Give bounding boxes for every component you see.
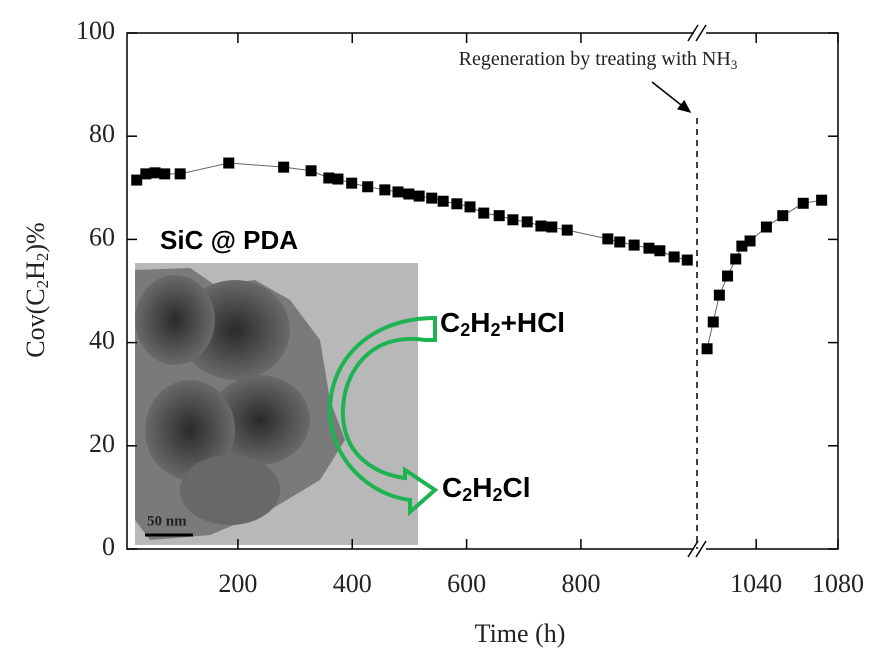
data-point — [451, 198, 463, 210]
text-part: H — [472, 472, 492, 503]
text-part: C — [442, 472, 462, 503]
x-tick-label: 1080 — [812, 569, 864, 598]
data-point — [305, 165, 317, 177]
data-point — [464, 201, 476, 213]
data-point — [507, 214, 519, 226]
data-point — [403, 188, 415, 200]
data-point — [392, 186, 404, 198]
y-tick-label: 40 — [89, 326, 115, 355]
y-tick-label: 20 — [89, 429, 115, 458]
data-point — [744, 235, 756, 247]
scale-bar-label: 50 nm — [147, 513, 187, 529]
text-part: C — [440, 307, 460, 338]
text-part: Cov(C — [21, 288, 50, 357]
data-point — [323, 172, 335, 184]
data-point — [346, 177, 358, 189]
data-point — [521, 216, 533, 228]
product-label: C2H2Cl — [442, 472, 531, 504]
data-point — [736, 240, 748, 252]
text-part: H — [470, 307, 490, 338]
subscript: 2 — [33, 280, 52, 289]
data-point — [149, 167, 161, 179]
axes-frame — [126, 24, 839, 558]
data-point — [426, 192, 438, 204]
data-point — [713, 289, 725, 301]
data-point — [332, 173, 344, 185]
data-point — [131, 174, 143, 186]
data-point — [707, 316, 719, 328]
data-point — [701, 343, 713, 355]
y-axis-label: Cov(C2H2)% — [21, 222, 52, 357]
data-point — [730, 253, 742, 265]
data-point — [413, 190, 425, 202]
x-tick-label: 800 — [561, 569, 600, 598]
tem-image — [135, 263, 418, 545]
data-point — [437, 195, 449, 207]
connecting-line — [136, 162, 688, 261]
data-point — [628, 239, 640, 251]
x-tick-label: 400 — [333, 569, 372, 598]
data-point — [654, 245, 666, 257]
text-part: Regeneration by treating with NH — [459, 48, 731, 70]
data-point — [602, 233, 614, 245]
data-point — [643, 242, 655, 254]
data-point — [535, 220, 547, 232]
subscript: 2 — [490, 320, 500, 340]
text-part: )% — [21, 222, 50, 252]
data-point — [493, 210, 505, 222]
text-part: H — [21, 261, 50, 280]
inset-title: SiC @ PDA — [160, 225, 298, 255]
subscript: 2 — [492, 485, 502, 505]
data-point — [379, 184, 391, 196]
subscript: 2 — [33, 253, 52, 262]
data-point — [546, 221, 558, 233]
data-point — [797, 197, 809, 209]
data-point — [681, 254, 693, 266]
reactant-label: C2H2+HCl — [440, 307, 565, 339]
text-part: +HCl — [501, 307, 566, 338]
data-point — [478, 207, 490, 219]
data-point — [777, 210, 789, 222]
x-tick-label: 1040 — [730, 569, 782, 598]
y-tick-label: 60 — [89, 222, 115, 251]
x-tick-label: 600 — [447, 569, 486, 598]
data-point — [561, 224, 573, 236]
data-point — [722, 270, 734, 282]
reaction-arrow — [327, 315, 439, 517]
subscript: 2 — [460, 320, 470, 340]
data-point — [223, 157, 235, 169]
subscript: 3 — [731, 57, 738, 72]
data-point — [278, 161, 290, 173]
annotation-arrow — [651, 81, 692, 113]
y-tick-label: 100 — [76, 16, 115, 45]
y-tick-label: 0 — [102, 532, 115, 561]
x-tick-label: 200 — [218, 569, 257, 598]
x-axis-label: Time (h) — [475, 619, 566, 648]
data-point — [760, 221, 772, 233]
subscript: 2 — [462, 485, 472, 505]
data-point — [816, 194, 828, 206]
annotation: Regeneration by treating with NH3 — [459, 48, 738, 72]
data-point — [614, 236, 626, 248]
data-point — [362, 181, 374, 193]
data-point — [174, 168, 186, 180]
text-part: Cl — [503, 472, 531, 503]
data-point — [668, 251, 680, 263]
data-point — [140, 168, 152, 180]
data-point — [159, 168, 171, 180]
y-tick-label: 80 — [89, 119, 115, 148]
